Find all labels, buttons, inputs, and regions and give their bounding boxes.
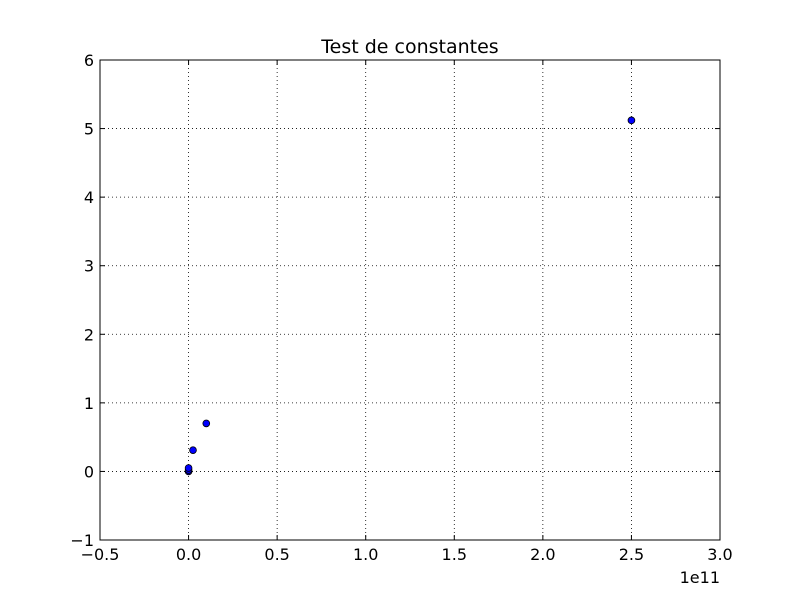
x-tick-labels: −0.5 0.0 0.5 1.0 1.5 2.0 2.5 3.0 xyxy=(81,545,733,564)
x-axis-offset-label: 1e11 xyxy=(680,568,720,587)
x-tick-label: 2.5 xyxy=(619,545,644,564)
y-tick-label: 1 xyxy=(84,394,94,413)
plot-frame xyxy=(99,59,721,541)
x-tick-label: 1.5 xyxy=(442,545,467,564)
y-tick-label: 3 xyxy=(84,257,94,276)
scatter-point xyxy=(627,116,636,125)
y-tick-label: 0 xyxy=(84,462,94,481)
y-tick-label: −1 xyxy=(70,531,94,550)
y-tick-label: 6 xyxy=(84,51,94,70)
y-tick-label: 2 xyxy=(84,325,94,344)
scatter-point xyxy=(202,419,211,428)
chart-title: Test de constantes xyxy=(320,36,498,58)
scatter-point xyxy=(184,464,193,472)
y-tick-label: 5 xyxy=(84,120,94,139)
x-tick-label: 1.0 xyxy=(353,545,378,564)
x-tick-label: 0.0 xyxy=(176,545,201,564)
x-tick-label: 0.5 xyxy=(264,545,289,564)
data-points xyxy=(184,116,636,476)
y-tick-labels: −1 0 1 2 3 4 5 6 xyxy=(70,51,94,550)
x-tick-label: 2.0 xyxy=(530,545,555,564)
ticks xyxy=(99,59,721,541)
x-tick-label: 3.0 xyxy=(707,545,732,564)
scatter-point xyxy=(189,446,197,454)
grid xyxy=(100,60,720,540)
x-tick-label: −0.5 xyxy=(81,545,120,564)
y-tick-label: 4 xyxy=(84,188,94,207)
